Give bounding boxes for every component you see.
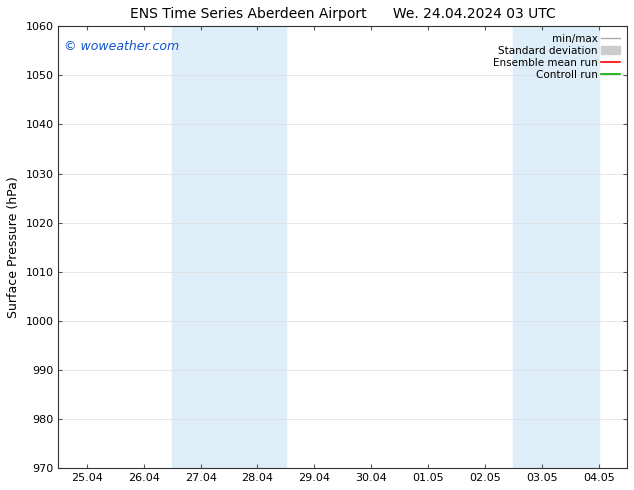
Bar bbox=[172, 26, 200, 468]
Legend: min/max, Standard deviation, Ensemble mean run, Controll run: min/max, Standard deviation, Ensemble me… bbox=[491, 31, 622, 82]
Title: ENS Time Series Aberdeen Airport      We. 24.04.2024 03 UTC: ENS Time Series Aberdeen Airport We. 24.… bbox=[130, 7, 555, 21]
Bar bbox=[200, 26, 286, 468]
Text: © woweather.com: © woweather.com bbox=[64, 40, 179, 52]
Bar bbox=[514, 26, 598, 468]
Y-axis label: Surface Pressure (hPa): Surface Pressure (hPa) bbox=[7, 176, 20, 318]
